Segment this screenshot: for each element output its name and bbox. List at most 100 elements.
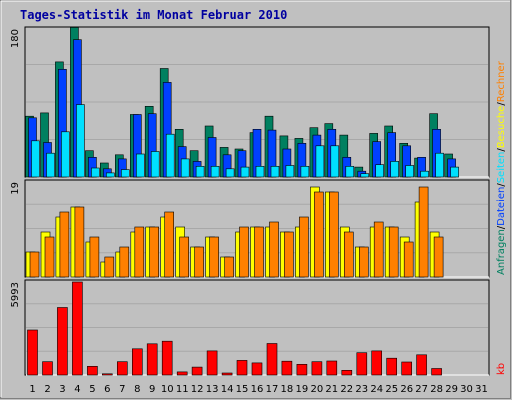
x-tick-label: 27 [415,384,428,395]
bar-seiten-day-11 [180,158,190,178]
legend-seiten: Seiten [496,152,507,184]
x-tick-label: 23 [355,384,368,395]
bar-seiten-day-20 [315,145,325,178]
x-tick-label: 30 [460,384,473,395]
x-tick-label: 4 [74,384,80,395]
panel-middle [24,179,490,278]
x-tick-label: 5 [89,384,95,395]
bar-seiten-day-19 [300,166,310,178]
bar-seiten-day-9 [150,151,160,178]
bar-rechner-day-9 [149,226,159,278]
bar-seiten-day-8 [136,153,145,178]
x-tick-label: 6 [104,384,110,395]
bar-rechner-day-8 [134,226,145,278]
bar-kb-day-23 [356,352,368,376]
bar-rechner-day-12 [194,246,204,278]
x-tick-label: 16 [251,384,264,395]
x-tick-label: 17 [266,384,279,395]
legend-kb: kb [496,363,507,375]
bar-rechner-day-6 [104,256,115,278]
y-axis-max-labels: 180 19 5993 [10,29,21,307]
bar-seiten-day-16 [255,166,265,178]
x-tick-label: 13 [206,384,219,395]
y-max-label: 180 [10,29,21,48]
x-tick-label: 18 [281,384,294,395]
x-tick-label: 25 [385,384,398,395]
x-tick-label: 2 [44,384,50,395]
bar-rechner-day-23 [358,246,369,278]
bar-seiten-day-22 [345,166,355,178]
bar-seiten-day-23 [360,173,370,178]
bar-kb-day-12 [191,366,203,376]
x-tick-label: 7 [119,384,125,395]
bar-seiten-day-26 [405,165,415,178]
bar-seiten-day-12 [195,166,205,178]
bar-kb-day-16 [251,362,263,376]
bar-rechner-day-10 [164,211,174,278]
bar-rechner-day-3 [59,211,70,278]
right-legend-labels: Anfragen/Dateien/Seiten/Besuche/Rechner k… [496,60,507,375]
bar-rechner-day-7 [119,246,130,278]
bar-seiten-day-2 [46,152,55,178]
bar-seiten-day-14 [225,168,235,178]
x-tick-label: 24 [370,384,383,395]
bar-seiten-day-25 [390,161,400,178]
x-tick-label: 20 [311,384,324,395]
legend-separator: / [496,148,507,152]
bar-rechner-day-21 [328,191,339,278]
legend-dateien: Dateien [496,187,507,226]
y-max-label: 5993 [10,282,21,307]
bar-rechner-day-15 [239,226,249,278]
bar-kb-day-20 [311,361,323,376]
bar-rechner-day-5 [89,236,100,278]
bar-kb-day-13 [206,350,218,376]
bar-seiten-day-13 [210,166,220,178]
bar-rechner-day-14 [224,256,234,278]
bar-kb-day-26 [401,361,413,376]
x-tick-label: 26 [400,384,413,395]
bar-seiten-day-28 [435,152,444,178]
bar-kb-day-1 [27,329,38,376]
x-tick-label: 10 [161,384,174,395]
bar-rechner-day-26 [403,241,414,278]
x-tick-label: 21 [325,384,338,395]
legend-separator: / [496,225,507,229]
bar-rechner-day-2 [44,236,55,278]
bar-kb-day-7 [117,361,128,376]
bar-rechner-day-20 [314,191,324,278]
bar-kb-day-18 [281,360,293,376]
bar-kb-day-22 [341,369,353,376]
bar-rechner-day-18 [284,231,294,278]
bar-rechner-day-13 [209,236,219,278]
bar-seiten-day-17 [270,166,280,178]
x-tick-label: 29 [445,384,458,395]
legend-anfragen: Anfragen [496,229,507,275]
legend-separator: / [496,183,507,187]
x-axis-day-labels: 1 2 3 4 5 6 7 8 9 10 11 12 13 14 15 16 17 18 19 20 21 22 23 24 2… [29,384,488,395]
x-tick-label: 12 [191,384,204,395]
bar-rechner-day-25 [388,226,399,278]
bar-rechner-day-27 [418,186,429,278]
bar-kb-day-15 [236,360,248,376]
legend-series-names: Anfragen/Dateien/Seiten/Besuche/Rechner [496,60,507,275]
bar-kb-day-9 [146,343,158,376]
bar-rechner-day-1 [29,251,40,278]
bar-rechner-day-19 [299,216,309,278]
bar-kb-day-24 [371,350,383,376]
bar-seiten-day-29 [450,166,459,178]
x-tick-label: 1 [29,384,35,395]
bar-kb-day-2 [42,361,53,376]
bar-kb-day-6 [102,373,113,376]
bar-kb-day-5 [87,365,98,376]
x-tick-label: 14 [221,384,234,395]
bar-kb-day-14 [221,372,233,376]
bar-kb-day-3 [57,307,68,376]
x-tick-label: 15 [236,384,249,395]
bar-kb-day-10 [161,340,173,376]
bar-seiten-day-27 [420,170,429,178]
legend-separator: / [496,102,507,106]
bar-kb-day-27 [416,354,427,376]
x-tick-label: 19 [296,384,309,395]
bar-seiten-day-4 [76,104,85,178]
